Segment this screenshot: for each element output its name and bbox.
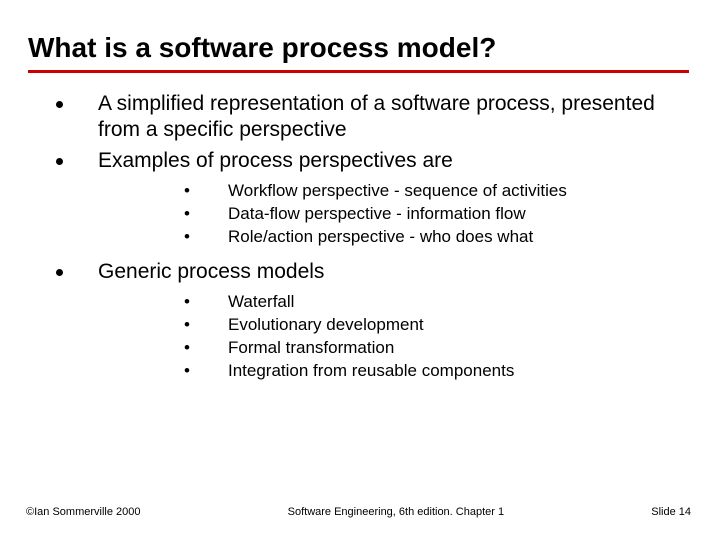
- sub-bullet-item: Waterfall: [98, 291, 689, 314]
- bullet-list: A simplified representation of a softwar…: [36, 91, 689, 383]
- footer-slide-number: Slide 14: [651, 506, 691, 518]
- sub-bullet-item: Role/action perspective - who does what: [98, 226, 689, 249]
- bullet-item: Generic process models Waterfall Evoluti…: [36, 259, 689, 383]
- bullet-text: Generic process models: [98, 260, 324, 283]
- bullet-text: A simplified representation of a softwar…: [98, 92, 655, 141]
- slide: What is a software process model? A simp…: [0, 0, 717, 538]
- slide-title: What is a software process model?: [28, 32, 689, 73]
- sub-bullet-item: Evolutionary development: [98, 314, 689, 337]
- sub-bullet-item: Formal transformation: [98, 337, 689, 360]
- footer-book-title: Software Engineering, 6th edition. Chapt…: [141, 506, 652, 518]
- sub-bullet-list: Workflow perspective - sequence of activ…: [98, 180, 689, 249]
- bullet-text: Examples of process perspectives are: [98, 149, 453, 172]
- footer-copyright: ©Ian Sommerville 2000: [26, 506, 141, 518]
- sub-bullet-item: Workflow perspective - sequence of activ…: [98, 180, 689, 203]
- sub-bullet-item: Data-flow perspective - information flow: [98, 203, 689, 226]
- slide-footer: ©Ian Sommerville 2000 Software Engineeri…: [0, 506, 717, 518]
- sub-bullet-list: Waterfall Evolutionary development Forma…: [98, 291, 689, 383]
- bullet-item: Examples of process perspectives are Wor…: [36, 148, 689, 249]
- slide-content: A simplified representation of a softwar…: [28, 91, 689, 383]
- bullet-item: A simplified representation of a softwar…: [36, 91, 689, 144]
- sub-bullet-item: Integration from reusable components: [98, 360, 689, 383]
